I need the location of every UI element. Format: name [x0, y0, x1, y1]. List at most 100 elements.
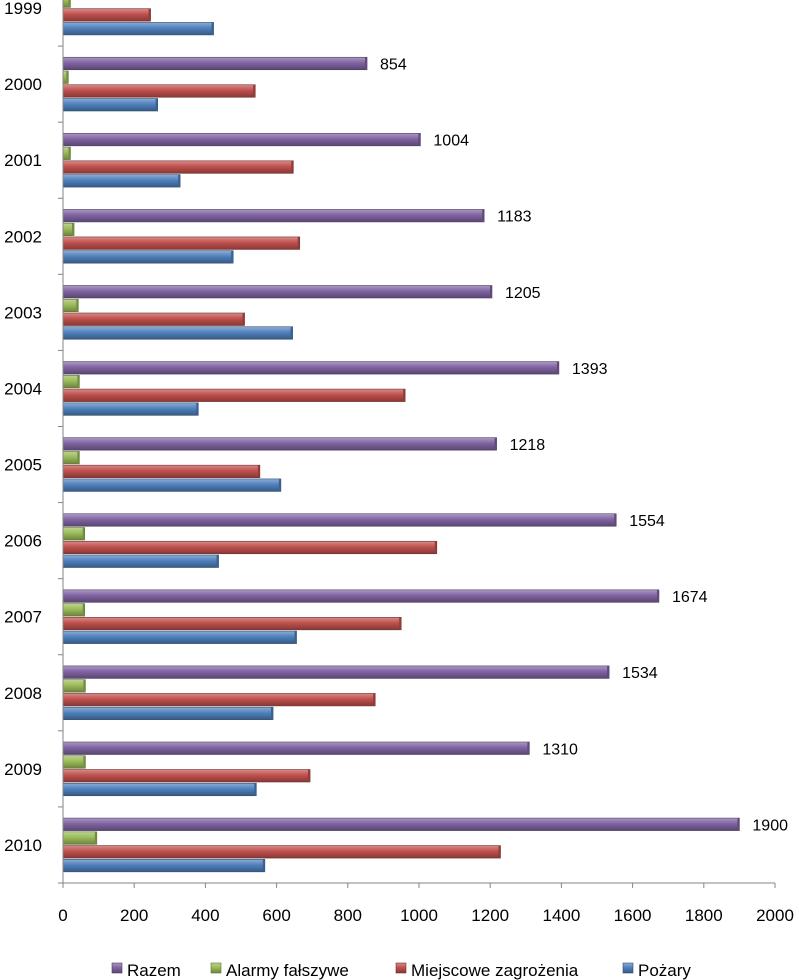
bar-miejscowe-zagrożenia-2006 — [62, 540, 438, 555]
y-tick-label: 2007 — [4, 608, 42, 627]
bar-end-cap — [271, 707, 274, 720]
x-tick-label: 1200 — [471, 906, 509, 925]
x-tick-label: 0 — [58, 906, 67, 925]
legend: Razem Alarmy fałszywe Miejscowe zagrożenia… — [111, 961, 691, 980]
bar-miejscowe-zagrożenia-2002 — [62, 236, 301, 250]
bar-end-cap — [278, 478, 281, 492]
bar-pożary-2002 — [62, 250, 234, 264]
bar-razem-2009 — [62, 741, 530, 755]
bar-end-cap — [527, 742, 530, 755]
legend-swatch — [622, 962, 634, 974]
x-tick-label: 2000 — [756, 906, 794, 925]
bar-end-cap — [403, 389, 406, 402]
bar-miejscowe-zagrożenia-2003 — [62, 312, 245, 326]
bar-end-cap — [83, 755, 86, 769]
x-tick-label: 1400 — [542, 906, 580, 925]
bar-razem-2007 — [62, 589, 660, 603]
y-tick-label: 2010 — [4, 836, 42, 855]
y-tick-label: 2000 — [4, 75, 42, 94]
y-tick-label: 2002 — [4, 227, 42, 246]
bar-alarmy-fałszywe-2009 — [62, 755, 86, 769]
bar-end-cap — [66, 71, 69, 84]
legend-label: Alarmy fałszywe — [226, 961, 349, 980]
bar-razem-2006 — [62, 513, 617, 527]
legend-item: Pożary — [622, 961, 691, 980]
bar-miejscowe-zagrożenia-2008 — [62, 693, 376, 707]
data-label: 1205 — [505, 285, 541, 302]
data-label: 1534 — [622, 665, 658, 682]
bar-pożary-2007 — [62, 630, 297, 644]
data-label: 854 — [380, 57, 407, 74]
bar-alarmy-fałszywe-2008 — [62, 679, 86, 693]
y-tick-label: 2003 — [4, 303, 42, 322]
bar-end-cap — [418, 133, 421, 146]
bar-end-cap — [498, 845, 501, 859]
bar-end-cap — [148, 8, 151, 22]
y-tick-label: 2006 — [4, 532, 42, 551]
y-tick-label: 2004 — [4, 379, 42, 398]
bar-miejscowe-zagrożenia-1999 — [62, 8, 151, 22]
bar-miejscowe-zagrożenia-2007 — [62, 617, 402, 631]
bar-end-cap — [290, 326, 293, 340]
bar-miejscowe-zagrożenia-2005 — [62, 464, 261, 478]
y-tick-label: 2009 — [4, 760, 42, 779]
bar-pożary-2008 — [62, 706, 274, 720]
bar-end-cap — [253, 84, 256, 98]
bar-pożary-2000 — [62, 98, 158, 112]
bar-end-cap — [489, 285, 492, 298]
data-label: 1674 — [672, 589, 708, 606]
bar-end-cap — [211, 22, 214, 35]
x-tick-label: 400 — [191, 906, 219, 925]
bar-pożary-2010 — [62, 859, 266, 873]
y-tick-label: 2008 — [4, 684, 42, 703]
bar-end-cap — [494, 437, 497, 451]
bar-end-cap — [254, 783, 257, 796]
data-label: 1183 — [497, 209, 532, 226]
bar-end-cap — [556, 361, 559, 375]
y-tick-label: 1999 — [4, 0, 42, 18]
bar-end-cap — [68, 0, 71, 8]
bar-end-cap — [656, 589, 659, 603]
bar-razem-2003 — [62, 285, 493, 299]
bar-razem-2010 — [62, 817, 740, 831]
bar-end-cap — [365, 57, 368, 70]
bar-end-cap — [297, 236, 300, 250]
bar-end-cap — [231, 250, 234, 264]
legend-item: Miejscowe zagrożenia — [395, 961, 579, 980]
bar-end-cap — [399, 617, 402, 630]
bar-alarmy-fałszywe-2005 — [62, 451, 80, 465]
bar-pożary-2001 — [62, 174, 181, 188]
x-tick-label: 1800 — [685, 906, 723, 925]
bar-pożary-2006 — [62, 554, 219, 568]
bar-alarmy-fałszywe-2010 — [62, 831, 98, 845]
legend-item: Alarmy fałszywe — [210, 961, 349, 980]
bar-alarmy-fałszywe-2004 — [62, 375, 80, 389]
legend-item: Razem — [111, 961, 181, 980]
bar-pożary-2004 — [62, 402, 199, 416]
bar-end-cap — [737, 818, 740, 831]
data-label: 1900 — [752, 817, 788, 834]
y-tick-label: 2001 — [4, 151, 42, 170]
bar-razem-2005 — [62, 437, 497, 451]
bar-razem-2004 — [62, 361, 560, 375]
bar-end-cap — [482, 209, 485, 222]
bar-end-cap — [178, 174, 181, 188]
bar-alarmy-fałszywe-2007 — [62, 603, 86, 617]
bars-layer — [62, 0, 740, 873]
legend-label: Miejscowe zagrożenia — [411, 961, 579, 980]
bar-alarmy-fałszywe-2006 — [62, 527, 86, 541]
data-label: 1393 — [572, 361, 608, 378]
bar-end-cap — [72, 223, 75, 236]
bar-miejscowe-zagrożenia-2000 — [62, 84, 256, 98]
bar-end-cap — [82, 527, 85, 540]
data-label: 1554 — [629, 513, 665, 530]
x-tick-label: 1600 — [614, 906, 652, 925]
axes-layer: 1999200020012002200320042005200620072008… — [4, 0, 794, 925]
bar-end-cap — [196, 402, 199, 416]
x-tick-label: 800 — [334, 906, 362, 925]
bar-end-cap — [373, 693, 376, 706]
bar-razem-2002 — [62, 209, 485, 223]
bar-end-cap — [308, 769, 311, 782]
x-tick-label: 600 — [262, 906, 290, 925]
